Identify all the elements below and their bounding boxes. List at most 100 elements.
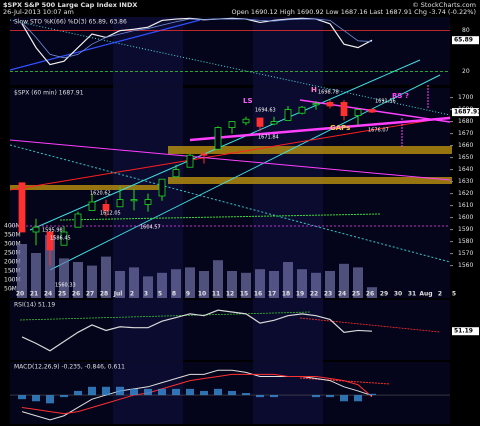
x-tick-label: 19 — [296, 291, 304, 298]
volume-bar — [311, 272, 321, 298]
candle-body — [88, 201, 96, 211]
annotation: 1698.78 — [318, 90, 339, 96]
panel-title: Slow STO %K(66) %D(3) 65.89, 63.86 — [14, 19, 127, 26]
histogram-bar — [228, 390, 236, 396]
annotation: 1560.33 — [55, 283, 76, 289]
x-tick-label: 25 — [58, 291, 66, 298]
series-line — [21, 373, 373, 415]
annotation: RS ? — [392, 92, 409, 100]
trend-line — [9, 19, 451, 116]
candle-body — [284, 109, 292, 121]
candle-body — [228, 121, 236, 128]
y-tick-label: 400M — [4, 223, 21, 230]
histogram-bar — [74, 390, 82, 396]
annotation: 1612.05 — [100, 211, 121, 217]
histogram-bar — [32, 395, 40, 402]
histogram-bar — [46, 395, 54, 404]
annotation: 1604.57 — [140, 225, 161, 231]
histogram-bar — [102, 386, 110, 396]
x-tick-label: 10 — [198, 291, 206, 298]
histogram-bar — [256, 395, 264, 398]
y-tick-label: 1600 — [458, 214, 473, 221]
series-line — [21, 18, 373, 59]
annotation: 1671.84 — [258, 135, 279, 141]
gap-zone — [168, 146, 452, 154]
x-tick-label: 2 — [130, 291, 134, 298]
candle-body — [256, 117, 264, 127]
x-tick-label: 15 — [240, 291, 248, 298]
series-line — [21, 309, 373, 352]
candle-body — [312, 103, 320, 106]
histogram-bar — [116, 386, 124, 396]
histogram-bar — [88, 386, 96, 396]
x-tick-label: 21 — [30, 291, 38, 298]
candle-body — [340, 102, 348, 117]
annotation: GAPs — [330, 124, 350, 132]
annotation: 1595.98 — [42, 228, 63, 234]
y-tick-label: 350M — [4, 232, 21, 239]
candle-body — [116, 199, 124, 208]
candle-body — [172, 169, 180, 178]
y-tick-label: 1670 — [458, 130, 473, 137]
gap-zone — [10, 185, 160, 190]
histogram-bar — [158, 388, 166, 396]
candle-body — [32, 226, 40, 233]
x-tick-label: 26 — [366, 291, 374, 298]
volume-bar — [129, 267, 139, 298]
week-band — [253, 17, 323, 424]
trend-line — [9, 19, 201, 71]
y-tick-label: 100M — [4, 277, 21, 284]
histogram-bar — [60, 395, 68, 398]
x-tick-label: 5 — [158, 291, 162, 298]
volume-bar — [17, 244, 27, 298]
volume-bar — [101, 256, 111, 298]
value-label-box — [452, 108, 479, 117]
histogram-bar — [172, 388, 180, 396]
channel-line — [49, 74, 441, 271]
y-tick-label: 1580 — [458, 238, 473, 245]
y-tick-label: 250M — [4, 250, 21, 257]
value-label: 51.19 — [454, 328, 473, 335]
histogram-bar — [354, 395, 362, 402]
volume-bar — [367, 287, 377, 298]
annotation: 1676.07 — [368, 128, 389, 134]
candle-body — [18, 182, 26, 233]
volume-bar — [87, 265, 97, 298]
histogram-bar — [242, 393, 250, 396]
volume-bar — [269, 271, 279, 298]
x-tick-label: 3 — [144, 291, 148, 298]
x-tick-label: 23 — [324, 291, 332, 298]
volume-bar — [241, 272, 251, 298]
x-tick-label: 20 — [16, 291, 24, 298]
y-tick-label: 1630 — [458, 178, 473, 185]
x-tick-label: 30 — [394, 291, 402, 298]
series-line — [21, 369, 373, 421]
y-tick-label: 200M — [4, 259, 21, 266]
x-tick-label: Jul — [113, 291, 123, 298]
volume-bar — [115, 271, 125, 298]
y-tick-label: 1700 — [458, 94, 473, 101]
histogram-bar — [326, 395, 334, 398]
y-tick-label: 1640 — [458, 166, 473, 173]
value-label-box — [452, 36, 479, 45]
annotation: 1620.62 — [90, 191, 111, 197]
annotation: 1694.63 — [255, 108, 276, 114]
y-tick-label: 1570 — [458, 250, 473, 257]
trendlines — [9, 19, 452, 385]
y-tick-label: 80 — [462, 27, 470, 34]
panel-title: RSI(14) 51.19 — [14, 302, 55, 309]
y-tick-label: 1680 — [458, 118, 473, 125]
annotation: 1691.56 — [375, 99, 396, 105]
panel-bg — [10, 300, 450, 360]
y-tick-label: 300M — [4, 241, 21, 248]
histogram-bar — [368, 393, 376, 396]
candle-body — [298, 106, 306, 114]
panel-title: $SPX (60 min) 1687.91 — [14, 90, 84, 97]
header-credit: © StockCharts.com — [412, 1, 476, 9]
value-label: 65.89 — [454, 37, 473, 44]
histogram-bar — [130, 388, 138, 396]
rsi-trend-line — [299, 317, 441, 333]
candle-body — [60, 231, 68, 246]
